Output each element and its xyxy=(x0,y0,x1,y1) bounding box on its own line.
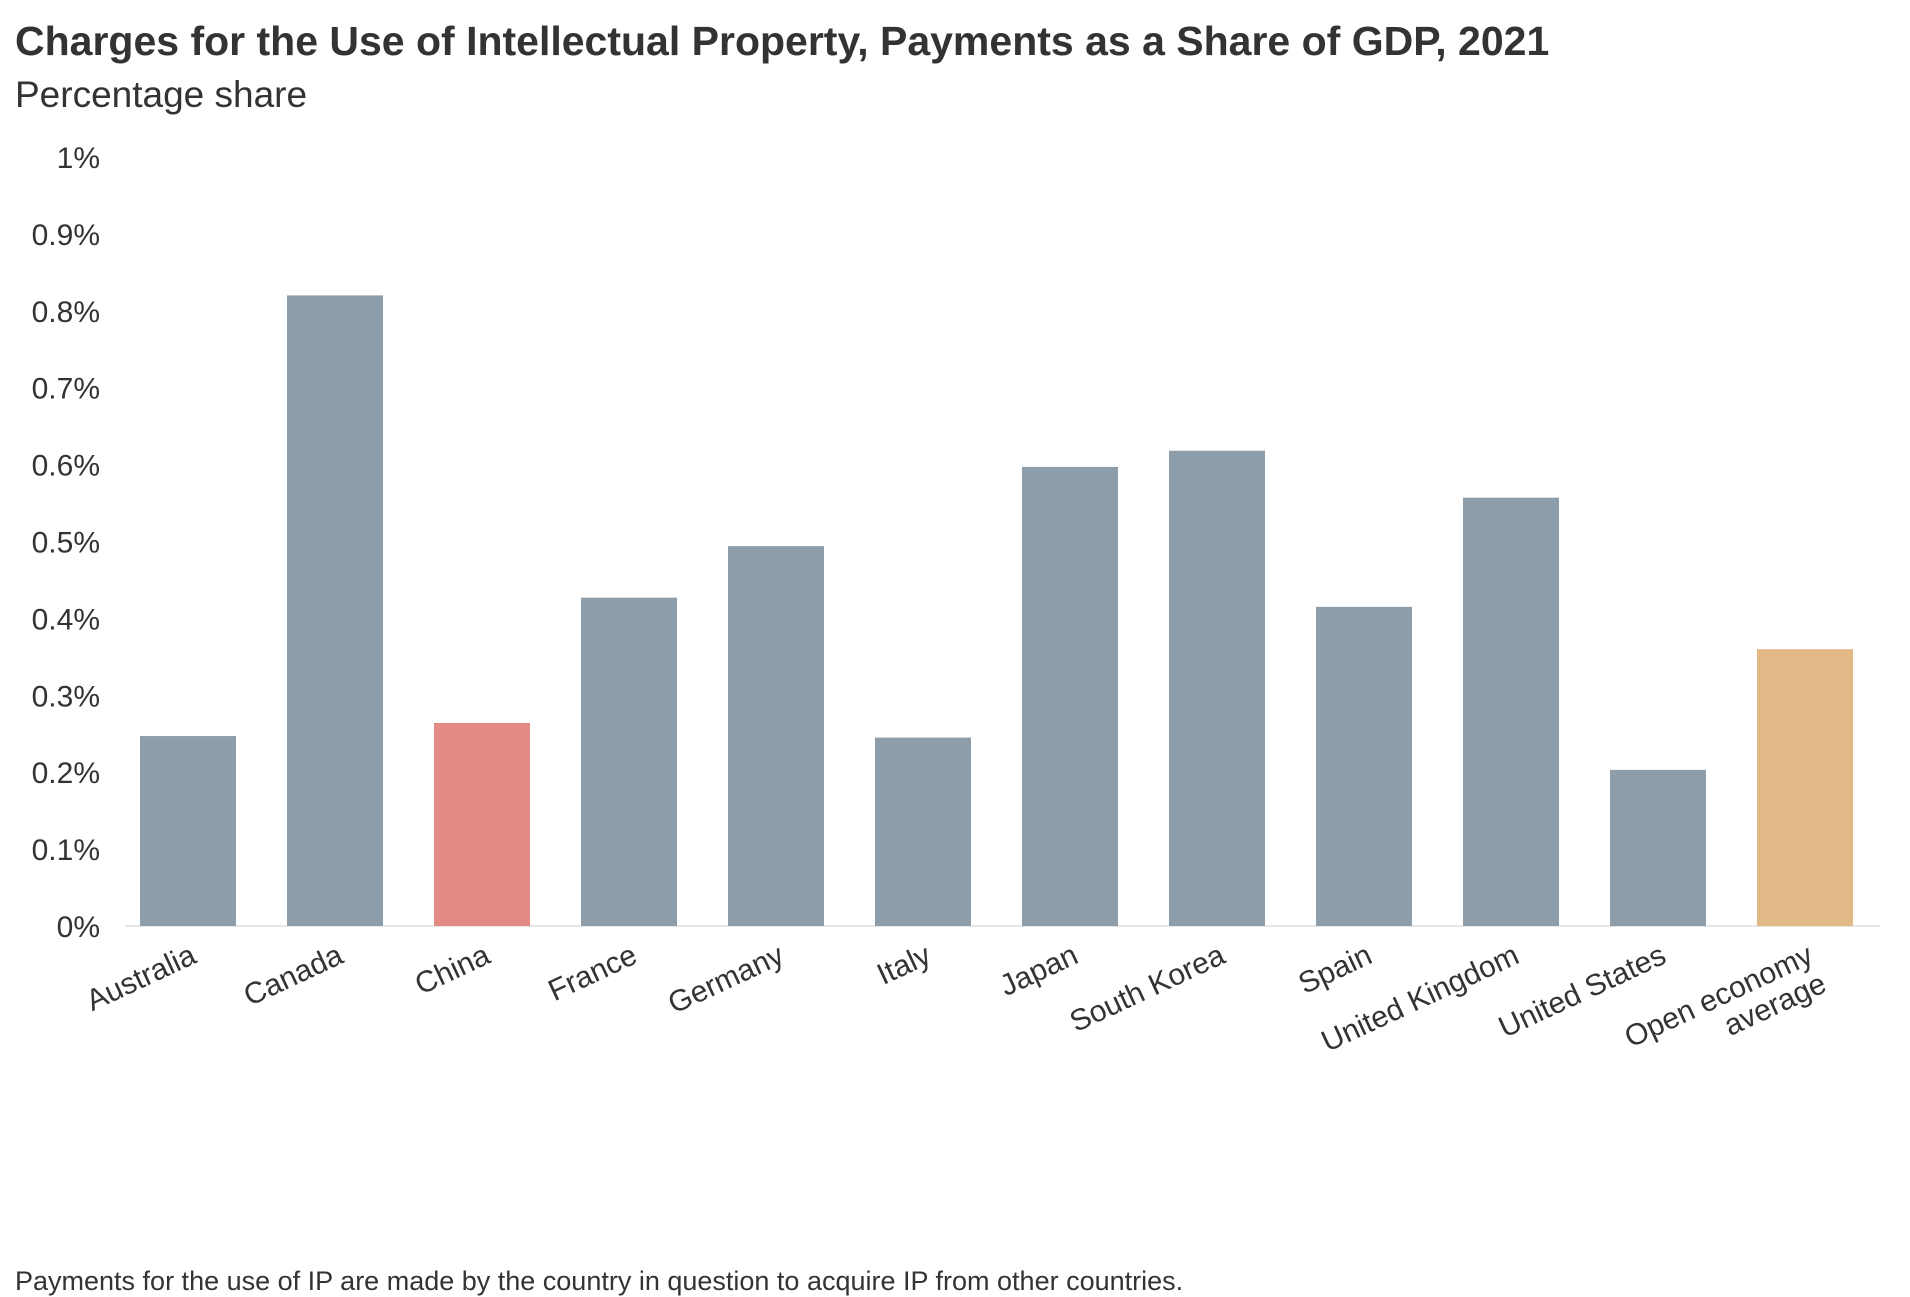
y-tick-label: 0.5% xyxy=(32,527,100,560)
y-tick-label: 0.6% xyxy=(32,450,100,483)
bar xyxy=(1610,769,1706,926)
chart-subtitle: Percentage share xyxy=(15,74,308,115)
bars-group xyxy=(140,295,1853,926)
y-tick-label: 1% xyxy=(57,142,100,175)
chart-title: Charges for the Use of Intellectual Prop… xyxy=(15,18,1550,64)
x-tick-label: France xyxy=(543,938,642,1007)
bar xyxy=(1463,497,1559,926)
x-tick-label-line: Canada xyxy=(239,938,348,1012)
bar xyxy=(1022,466,1118,926)
y-tick-label: 0.2% xyxy=(32,757,100,790)
bar xyxy=(1316,606,1412,926)
y-tick-label: 0.3% xyxy=(32,680,100,713)
x-tick-label-line: Japan xyxy=(995,938,1083,1002)
y-tick-label: 0.9% xyxy=(32,219,100,252)
x-tick-label: South Korea xyxy=(1065,938,1230,1039)
bar xyxy=(875,737,971,926)
y-tick-label: 0.4% xyxy=(32,603,100,636)
x-tick-label-line: Australia xyxy=(81,938,201,1017)
bar xyxy=(728,546,824,926)
x-tick-label: China xyxy=(410,938,495,1001)
x-tick-label: Italy xyxy=(872,938,936,991)
bar xyxy=(140,736,236,926)
category-labels: Australia Canada China France Germany Italy Ja… xyxy=(81,938,1831,1058)
y-tick-label: 0.7% xyxy=(32,373,100,406)
y-axis-ticks: 0% 0.1% 0.2% 0.3% 0.4% 0.5% 0.6% 0.7% 0.8% 0.9% 1% xyxy=(32,142,100,944)
bar xyxy=(287,295,383,926)
bar xyxy=(1757,649,1853,926)
x-tick-label: Canada xyxy=(239,938,348,1012)
y-tick-label: 0.8% xyxy=(32,296,100,329)
x-tick-label: Australia xyxy=(81,938,201,1017)
bar xyxy=(581,597,677,926)
x-tick-label-line: France xyxy=(543,938,642,1007)
x-tick-label: Japan xyxy=(995,938,1083,1002)
x-tick-label-line: Spain xyxy=(1293,938,1376,1000)
x-tick-label-line: Germany xyxy=(663,938,789,1020)
x-tick-label: Germany xyxy=(663,938,789,1020)
y-tick-label: 0% xyxy=(57,911,100,944)
y-tick-label: 0.1% xyxy=(32,834,100,867)
x-tick-label-line: Italy xyxy=(872,938,936,991)
chart-footnote: Payments for the use of IP are made by t… xyxy=(15,1266,1184,1296)
x-tick-label-line: China xyxy=(410,938,495,1001)
bar xyxy=(434,722,530,926)
x-tick-label: Spain xyxy=(1293,938,1376,1000)
x-tick-label-line: South Korea xyxy=(1065,938,1230,1039)
bar xyxy=(1169,450,1265,926)
